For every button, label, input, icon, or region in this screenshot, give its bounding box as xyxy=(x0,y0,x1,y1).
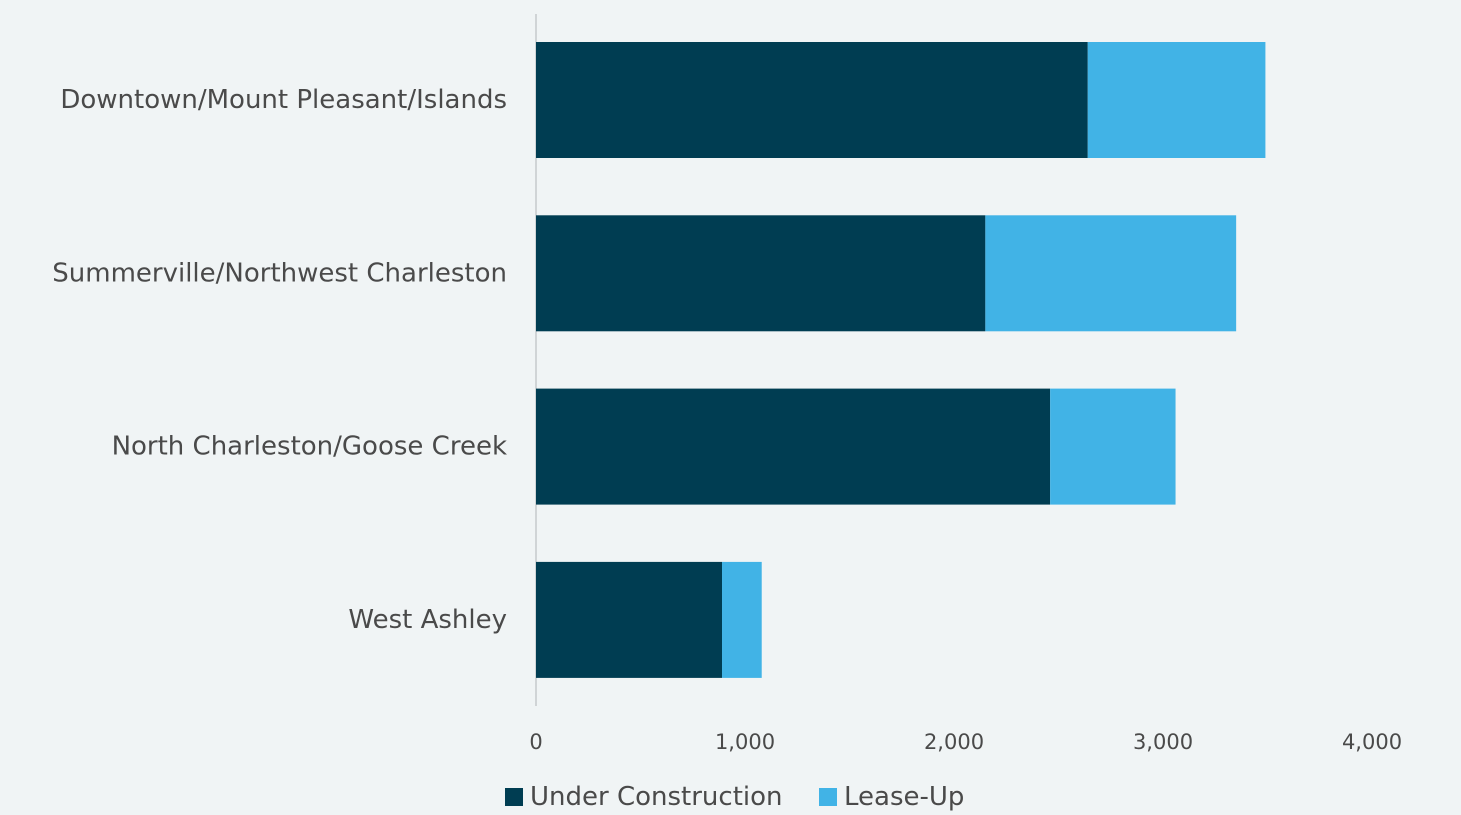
bar-under-construction-downtown-mount-pleasant-islands xyxy=(536,42,1088,158)
x-tick-label: 1,000 xyxy=(715,730,775,754)
bar-under-construction-north-charleston-goose-creek xyxy=(536,388,1051,505)
category-labels-group: Downtown/Mount Pleasant/Islands Summervil… xyxy=(52,85,507,635)
bar-lease-up-west-ashley xyxy=(722,561,762,678)
legend-swatch-lease-up xyxy=(819,788,837,806)
bars-group xyxy=(536,42,1266,678)
x-tick-label: 2,000 xyxy=(924,730,984,754)
bar-lease-up-downtown-mount-pleasant-islands xyxy=(1087,42,1266,158)
category-label-summerville-northwest-charleston: Summerville/Northwest Charleston xyxy=(52,258,507,288)
legend-label-under-construction: Under Construction xyxy=(530,782,783,812)
category-label-west-ashley: West Ashley xyxy=(348,605,507,635)
x-tick-label: 0 xyxy=(529,730,542,754)
bar-lease-up-north-charleston-goose-creek xyxy=(1050,388,1176,505)
legend-label-lease-up: Lease-Up xyxy=(844,782,964,812)
bar-under-construction-summerville-northwest-charleston xyxy=(536,215,986,332)
category-label-north-charleston-goose-creek: North Charleston/Goose Creek xyxy=(112,432,507,462)
x-tick-label: 4,000 xyxy=(1342,730,1402,754)
x-tick-labels-group: 0 1,000 2,000 3,000 4,000 xyxy=(529,730,1402,754)
bar-lease-up-summerville-northwest-charleston xyxy=(985,215,1237,332)
x-tick-label: 3,000 xyxy=(1133,730,1193,754)
category-label-downtown-mount-pleasant-islands: Downtown/Mount Pleasant/Islands xyxy=(60,85,507,115)
legend: Under Construction Lease-Up xyxy=(505,782,964,812)
bar-under-construction-west-ashley xyxy=(536,561,723,678)
legend-swatch-under-construction xyxy=(505,788,523,806)
